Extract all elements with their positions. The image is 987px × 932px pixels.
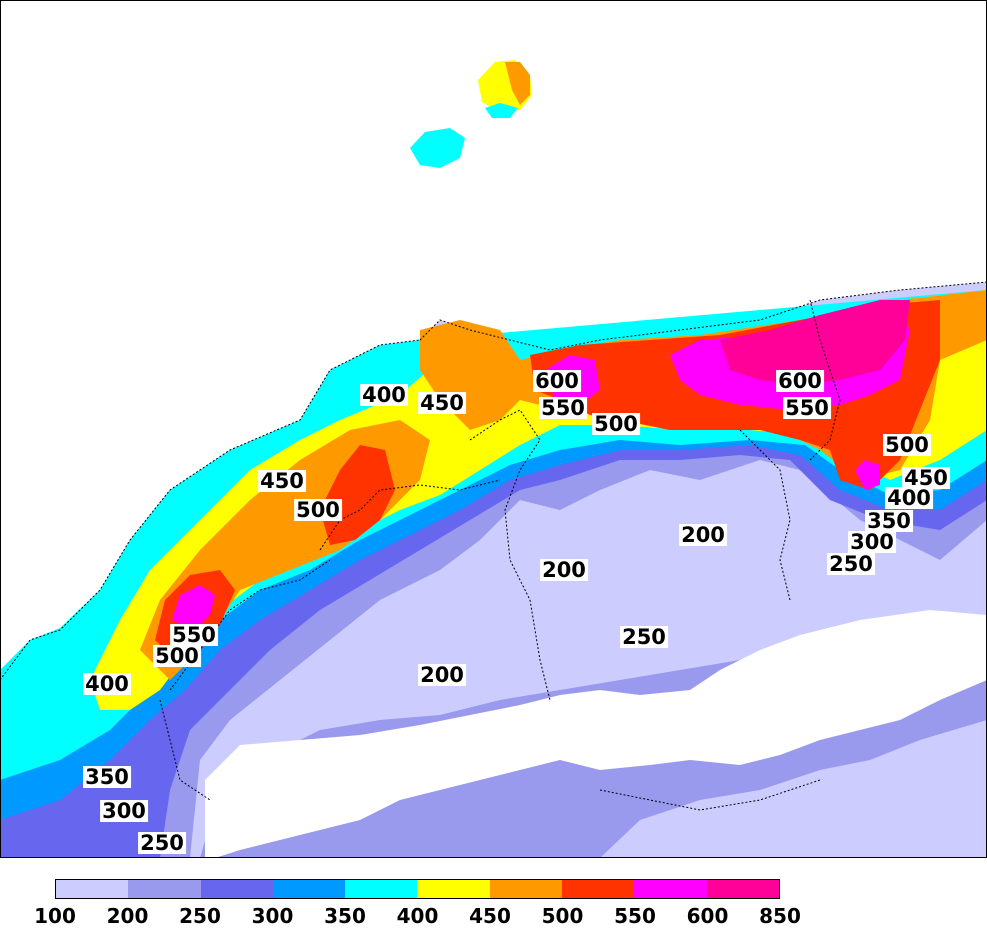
legend-swatch-0 [56, 880, 129, 898]
contour-label-450: 450 [418, 391, 466, 415]
band-550-600-sw [172, 585, 215, 630]
legend-tick-label: 400 [396, 904, 439, 928]
contour-label-500: 500 [883, 433, 931, 457]
legend-tick-label: 550 [614, 904, 656, 928]
contour-label-600: 600 [533, 369, 581, 393]
legend-swatch-9 [706, 880, 779, 898]
contour-label-350: 350 [865, 509, 913, 533]
contour-label-400: 400 [885, 486, 933, 510]
oki-island-main-orange [505, 62, 530, 105]
contour-label-250: 250 [138, 831, 186, 855]
contour-label-500: 500 [294, 498, 342, 522]
legend-tick-label: 850 [759, 904, 801, 928]
legend-tick-label: 100 [34, 904, 76, 928]
contour-label-400: 400 [83, 672, 131, 696]
map-border [0, 0, 987, 858]
contour-label-600: 600 [776, 369, 824, 393]
legend-swatch-2 [200, 880, 273, 898]
contour-label-550: 550 [783, 396, 831, 420]
contour-label-550: 550 [170, 623, 218, 647]
legend-tick-label: 500 [541, 904, 584, 928]
contour-label-450: 450 [258, 469, 306, 493]
contour-label-300: 300 [848, 530, 896, 554]
contour-label-250: 250 [827, 552, 875, 576]
contour-label-500: 500 [592, 412, 640, 436]
legend-swatch-4 [345, 880, 418, 898]
color-legend [55, 879, 780, 901]
legend-tick-label: 200 [106, 904, 149, 928]
contour-label-300: 300 [100, 799, 148, 823]
band-550-600-east [855, 460, 880, 490]
contour-label-200: 200 [540, 558, 588, 582]
band-600-850 [720, 300, 910, 385]
precipitation-map: 600 550 600 550 500 400 450 450 500 500 … [0, 0, 987, 858]
oki-island-small-1 [485, 103, 518, 118]
legend-swatch-7 [562, 880, 635, 898]
oki-island-small-2 [410, 128, 465, 168]
legend-swatch-3 [272, 880, 346, 898]
legend-swatch-1 [128, 880, 201, 898]
contour-label-450: 450 [902, 466, 950, 490]
legend-bar [55, 879, 780, 899]
legend-tick-label: 450 [469, 904, 511, 928]
legend-tick-label: 350 [324, 904, 366, 928]
inland-sea [205, 610, 987, 858]
contour-label-250: 250 [620, 625, 668, 649]
map-canvas [0, 60, 987, 858]
contour-label-350: 350 [83, 765, 131, 789]
contour-label-200: 200 [679, 523, 727, 547]
contour-label-400: 400 [360, 383, 408, 407]
contour-label-550: 550 [539, 396, 587, 420]
legend-tick-label: 600 [686, 904, 729, 928]
legend-swatch-6 [489, 880, 563, 898]
legend-tick-label: 250 [179, 904, 221, 928]
south-coast-land-light [600, 720, 987, 858]
legend-tick-label: 300 [251, 904, 294, 928]
legend-swatch-5 [417, 880, 490, 898]
contour-label-200: 200 [418, 663, 466, 687]
legend-swatch-8 [634, 880, 707, 898]
contour-label-500: 500 [153, 644, 201, 668]
